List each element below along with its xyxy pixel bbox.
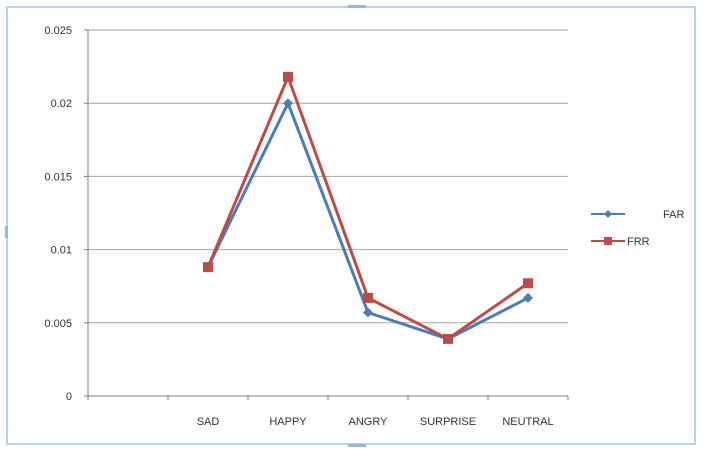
series: [203, 71, 533, 344]
axes: 0 0.005 0.01 0.015 0.02 0.025 SAD HAPPY ANGRY SUR…: [44, 25, 569, 428]
legend: FAR FRR: [591, 209, 684, 248]
data-point-frr: [283, 71, 293, 82]
legend-far-marker: [604, 210, 612, 218]
y-tick-label: 0.025: [44, 25, 72, 37]
x-tick-label: HAPPY: [269, 416, 307, 428]
y-tick-label: 0.01: [51, 245, 72, 257]
data-point-far: [363, 307, 373, 318]
x-tick-label: NEUTRAL: [502, 416, 553, 428]
chart-frame: [5, 5, 696, 447]
legend-frr-label: FRR: [627, 236, 650, 248]
gridlines: [88, 29, 568, 324]
y-tick-label: 0.005: [44, 318, 72, 330]
legend-far-label: FAR: [663, 209, 684, 221]
y-tick-label: 0: [66, 391, 72, 403]
legend-frr-marker: [604, 237, 612, 245]
data-point-far: [523, 292, 533, 303]
x-tick-label: ANGRY: [349, 416, 389, 428]
y-tick-label: 0.02: [51, 98, 72, 110]
data-point-far: [283, 98, 293, 109]
y-tick-label: 0.015: [44, 171, 72, 183]
data-point-frr: [443, 333, 453, 344]
data-point-frr: [363, 292, 373, 303]
data-point-frr: [203, 262, 213, 273]
resize-handle-bottom[interactable]: [348, 444, 366, 447]
resize-handle-top[interactable]: [348, 5, 366, 8]
series-line-far: [206, 101, 529, 341]
x-tick-label: SAD: [197, 416, 220, 428]
data-point-frr: [523, 278, 533, 289]
resize-handle-left[interactable]: [5, 226, 8, 238]
x-tick-label: SURPRISE: [420, 416, 476, 428]
